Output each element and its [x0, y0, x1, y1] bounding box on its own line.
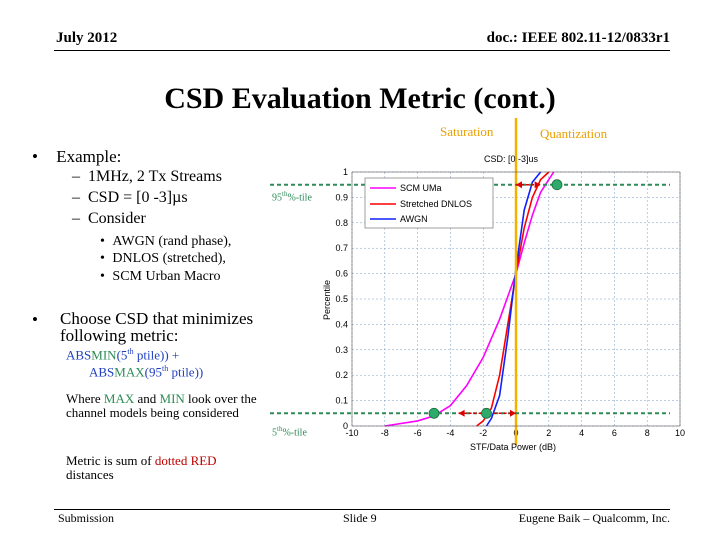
percentile-marker — [428, 407, 440, 419]
y-tick-label: 0.7 — [335, 243, 348, 253]
saturation-label: Saturation — [440, 124, 494, 139]
percentile-marker — [481, 407, 492, 419]
p95-tail: %-tile — [287, 192, 312, 204]
formula-min: MIN — [91, 347, 117, 363]
where-text: Where MAX and MIN look over the channel … — [66, 392, 261, 419]
header-date: July 2012 — [56, 30, 118, 46]
bullet-choose-text: Choose CSD that minimizes following metr… — [60, 309, 254, 345]
subsub-bullet-2-text: DNLOS (stretched), — [112, 251, 226, 266]
series-line — [485, 171, 542, 427]
footer-rule — [54, 509, 670, 510]
formula-p95-sup: th — [161, 364, 169, 374]
p5-sup: th — [277, 425, 283, 433]
bullet-example-text: Example: — [56, 147, 122, 166]
percentile-marker — [551, 179, 563, 191]
metric-part1: Metric is sum of — [66, 453, 155, 468]
subsub-bullet-1-text: AWGN (rand phase), — [112, 234, 232, 249]
formula-p95-end: ptile)) — [168, 364, 204, 380]
y-tick-label: 0.4 — [335, 319, 348, 329]
footer-slide-number: Slide 9 — [343, 511, 377, 525]
x-tick-label: 2 — [546, 428, 551, 438]
x-tick-label: -8 — [381, 428, 389, 438]
red-arrowhead — [516, 181, 522, 189]
legend-label-dnlos: Stretched DNLOS — [400, 199, 472, 209]
x-tick-label: -6 — [414, 428, 422, 438]
formula-abs1: ABS — [66, 347, 92, 363]
red-arrowhead — [534, 181, 541, 189]
chart-title: CSD: [0 -3]us — [484, 154, 539, 164]
sub-bullet-1: – 1MHz, 2 Tx Streams — [72, 168, 222, 185]
plot-frame — [351, 171, 681, 427]
legend-label-scm: SCM UMa — [400, 183, 442, 193]
y-tick-label: 0.2 — [335, 370, 348, 380]
red-arrowhead — [458, 409, 465, 417]
p5-tail: %-tile — [282, 427, 307, 439]
formula-abs2: ABS — [89, 364, 115, 380]
x-tick-label: 4 — [579, 428, 584, 438]
chart-ylabel: Percentile — [322, 280, 332, 320]
x-tick-label: -2 — [479, 428, 487, 438]
page-title: CSD Evaluation Metric (cont.) — [164, 82, 556, 115]
chart-ticks: -10-8-6-4-2024681000.10.20.30.40.50.60.7… — [335, 167, 685, 438]
where-min: MIN — [159, 391, 185, 406]
sub-bullet-2: – CSD = [0 -3]µs — [72, 189, 188, 206]
subsub-bullet-3: • SCM Urban Macro — [100, 269, 221, 284]
y-tick-label: 0.9 — [335, 192, 348, 202]
metric-text: Metric is sum of dotted RED distances — [66, 454, 266, 481]
metric-dotted-red: dotted RED — [154, 453, 217, 468]
sub-bullet-1-text: 1MHz, 2 Tx Streams — [88, 168, 222, 185]
y-tick-label: 0.1 — [335, 396, 348, 406]
subsub-bullet-1: • AWGN (rand phase), — [100, 234, 232, 249]
p95-sup: th — [282, 190, 288, 198]
y-tick-label: 0.6 — [335, 269, 348, 279]
x-tick-label: 10 — [675, 428, 685, 438]
p95-num: 95 — [272, 192, 282, 204]
formula-p5: (5 — [116, 347, 128, 363]
sub-bullet-2-text: CSD = [0 -3]µs — [88, 189, 188, 206]
header-doc-id: doc.: IEEE 802.11-12/0833r1 — [486, 30, 670, 46]
where-part3: look over the channel models being consi… — [66, 391, 257, 420]
chart-legend: SCM UMa Stretched DNLOS AWGN — [364, 177, 494, 229]
chart-xlabel: STF/Data Power (dB) — [470, 442, 556, 452]
x-tick-label: -10 — [345, 428, 358, 438]
y-tick-label: 0.8 — [335, 218, 348, 228]
y-tick-label: 0.5 — [335, 294, 348, 304]
y-tick-label: 0.3 — [335, 345, 348, 355]
sub-bullet-3: – Consider — [72, 210, 146, 227]
formula: ABSMIN(5th ptile)) + ABSMAX(95th ptile)) — [66, 345, 266, 380]
formula-max: MAX — [114, 364, 145, 380]
bullet-example: • Example: — [32, 147, 121, 167]
metric-part2: distances — [66, 466, 114, 482]
p5-label: 5th%-tile — [272, 425, 307, 438]
bullet-dot: • — [32, 147, 38, 166]
x-tick-label: 6 — [612, 428, 617, 438]
quantization-label: Quantization — [540, 126, 608, 141]
x-tick-label: -4 — [446, 428, 454, 438]
x-tick-label: 8 — [645, 428, 650, 438]
subsub-bullet-2: • DNLOS (stretched), — [100, 251, 226, 266]
y-tick-label: 1 — [343, 167, 348, 177]
p95-label: 95th%-tile — [272, 190, 312, 203]
where-max: MAX — [103, 391, 135, 406]
footer-author: Eugene Baik – Qualcomm, Inc. — [518, 511, 670, 525]
bullet-choose: • Choose CSD that minimizes following me… — [32, 310, 272, 344]
where-part1: Where — [66, 391, 104, 406]
formula-p5-end: ptile)) + — [133, 347, 180, 363]
sub-bullet-3-text: Consider — [88, 210, 146, 227]
subsub-bullet-3-text: SCM Urban Macro — [112, 269, 221, 284]
y-tick-label: 0 — [343, 421, 348, 431]
formula-p5-sup: th — [127, 347, 134, 356]
formula-p95: (95 — [144, 364, 162, 380]
red-arrowhead — [510, 409, 516, 417]
header-rule — [54, 50, 670, 51]
where-part2: and — [134, 391, 160, 406]
legend-label-awgn: AWGN — [400, 214, 428, 224]
footer-submission: Submission — [58, 511, 115, 525]
p5-num: 5 — [272, 427, 277, 439]
bullet-dot: • — [32, 310, 38, 329]
